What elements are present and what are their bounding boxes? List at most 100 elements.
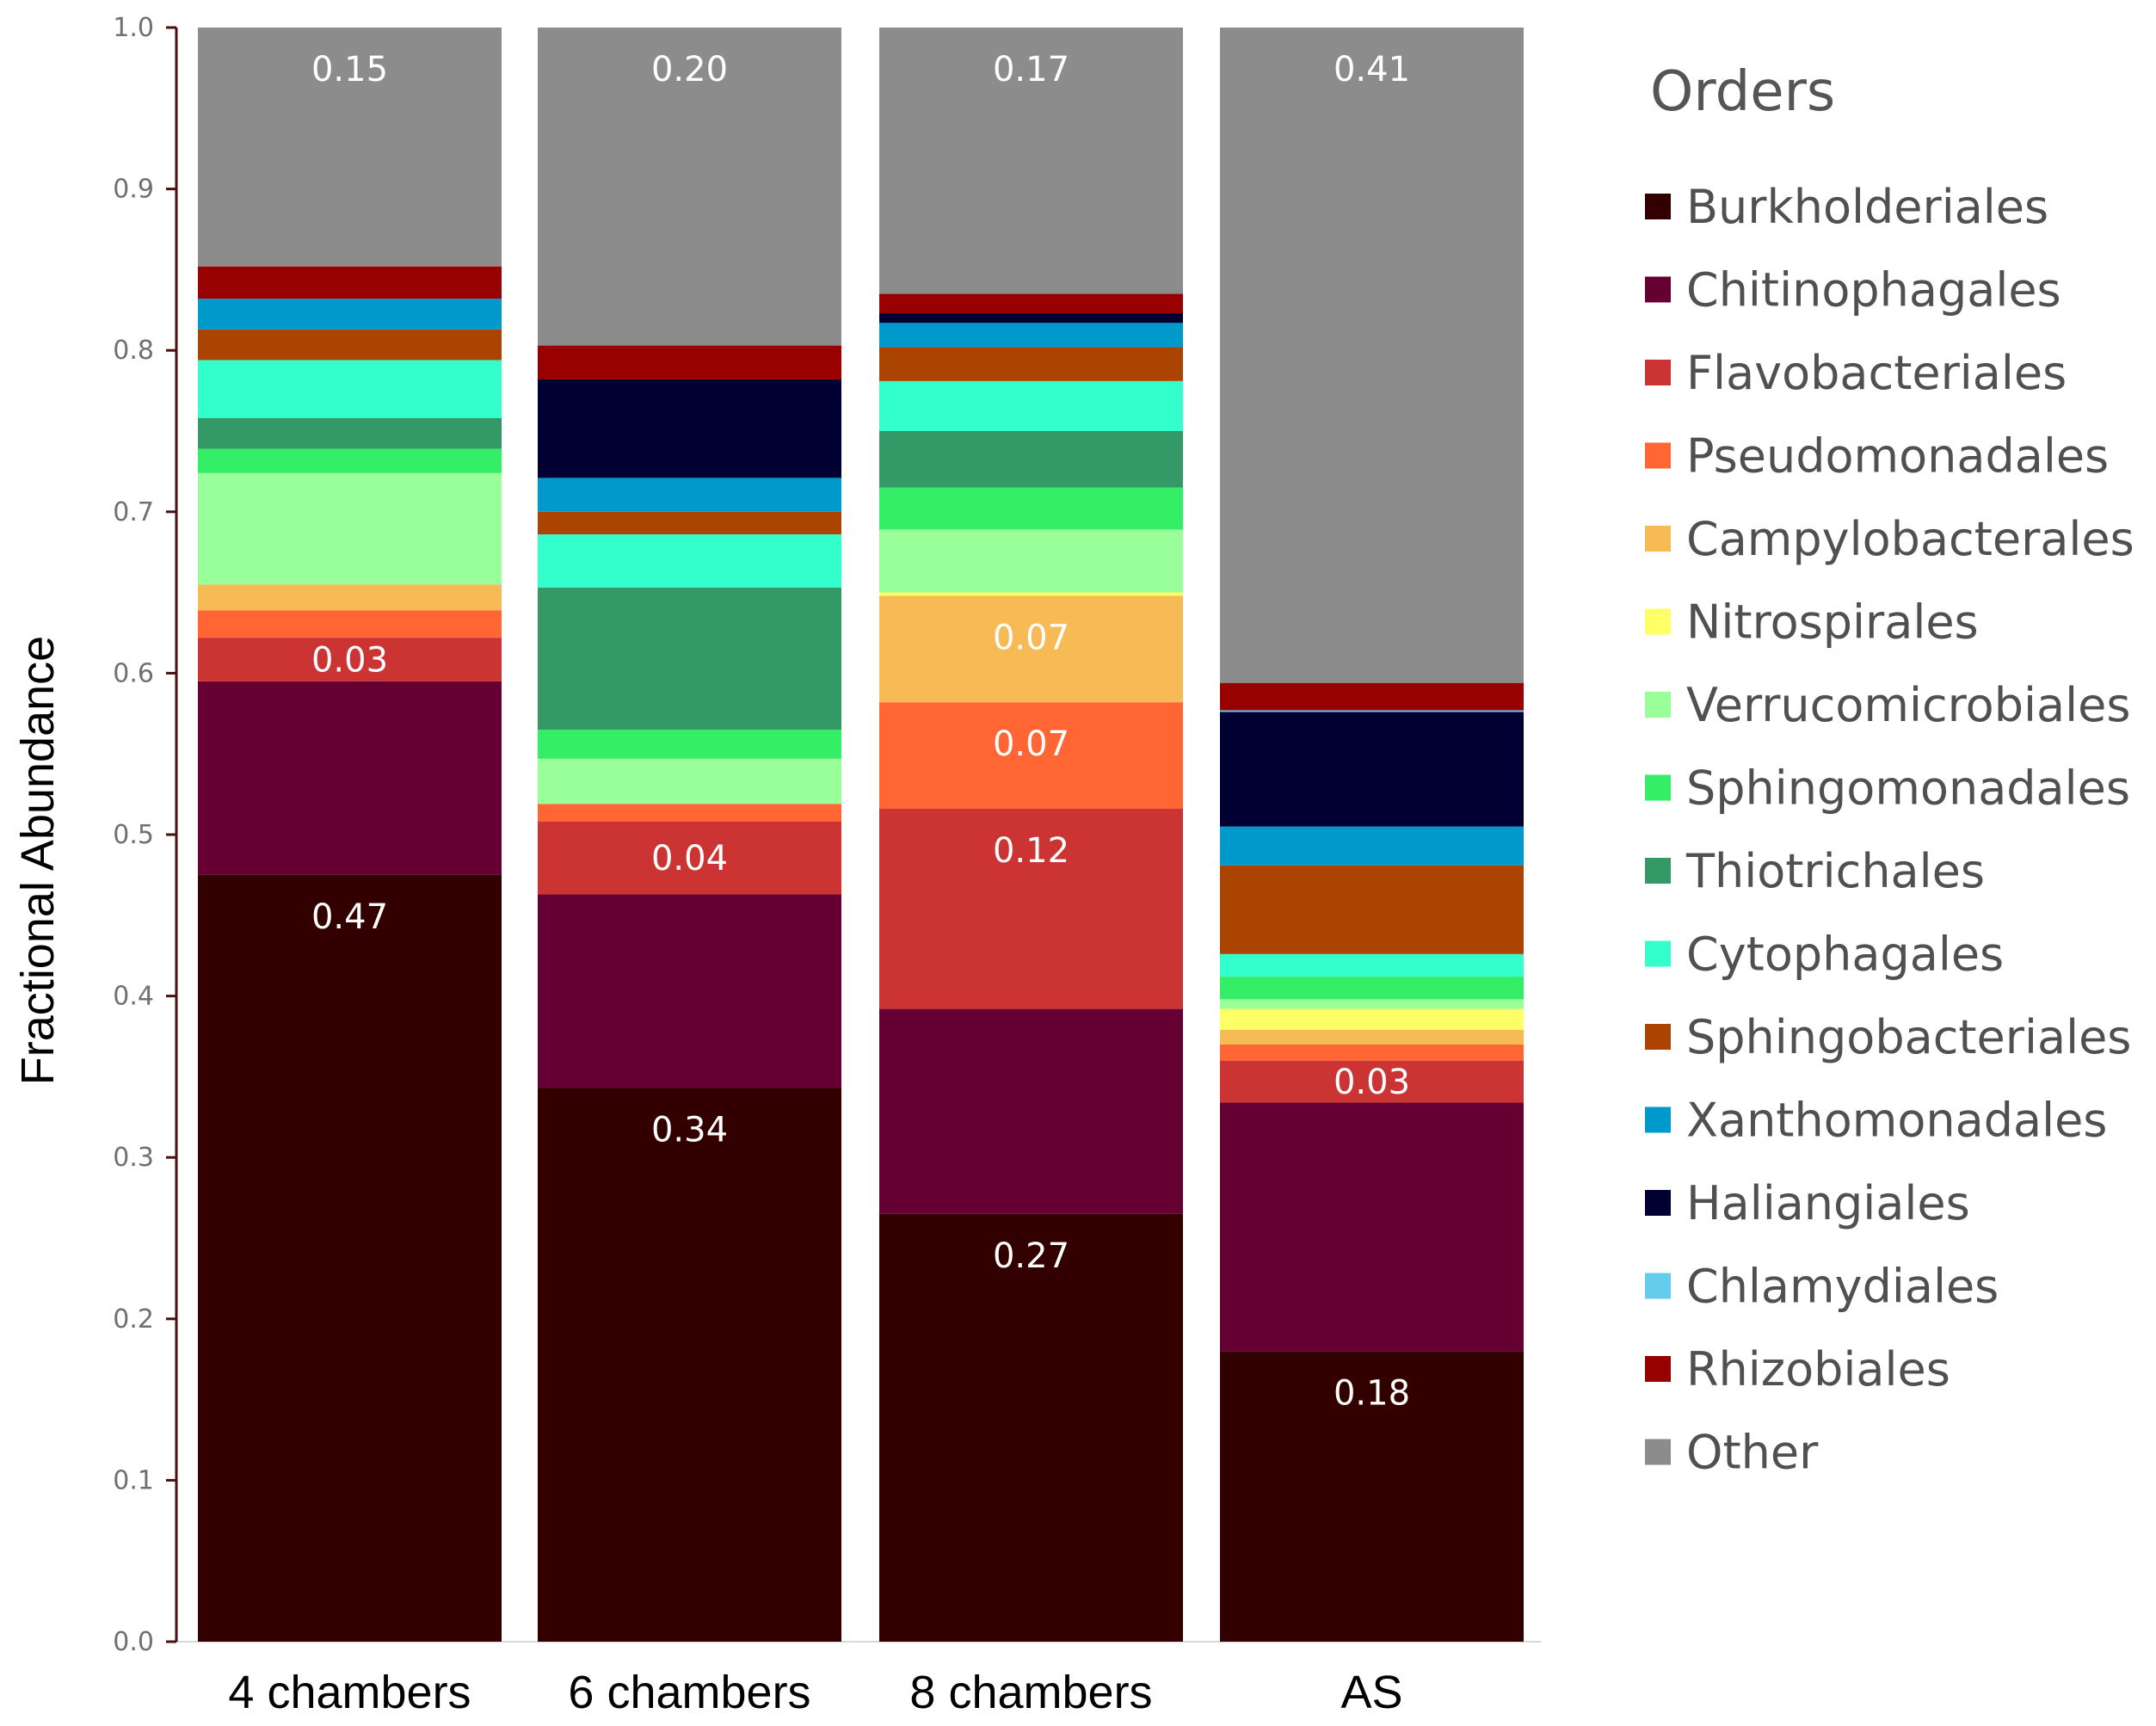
data-label: 0.03 [311, 640, 388, 680]
bar-segment [538, 587, 841, 730]
legend: Orders Burkholderiales Chitinophagales Fla… [1645, 60, 2134, 1480]
data-label: 0.15 [311, 50, 388, 89]
legend-swatch [1645, 858, 1671, 884]
legend-swatch [1645, 940, 1671, 967]
data-label: 0.07 [993, 724, 1069, 764]
data-label: 0.27 [993, 1236, 1069, 1276]
bar-segment [1220, 1044, 1524, 1061]
legend-item-label: Xanthomonadales [1686, 1094, 2107, 1148]
bar-segment [1220, 865, 1524, 954]
bar-segment [198, 266, 502, 299]
bar-segment [538, 1088, 841, 1642]
bar-segment [1220, 682, 1524, 711]
bar-segment [879, 529, 1183, 593]
bar-segment [198, 681, 502, 875]
bar-segment [198, 329, 502, 361]
legend-swatch [1645, 442, 1671, 469]
y-tick-label: 0.7 [113, 497, 154, 527]
bar-segment [879, 592, 1183, 596]
legend-item-label: Campylobacterales [1686, 512, 2134, 566]
bar-segment [1220, 1008, 1524, 1030]
legend-swatch [1645, 194, 1671, 219]
legend-swatch [1645, 1190, 1671, 1216]
bar-segment [198, 472, 502, 585]
bar-segment [198, 610, 502, 638]
legend-item-label: Sphingomonadales [1686, 761, 2130, 816]
y-tick-label: 0.1 [113, 1465, 154, 1495]
bar-segment [538, 511, 841, 535]
legend-item-label: Haliangiales [1686, 1176, 1970, 1230]
legend-item-label: Sphingobacteriales [1686, 1010, 2131, 1064]
bar-segment [879, 702, 1183, 809]
data-label: 0.04 [651, 839, 728, 878]
legend-swatch [1645, 1024, 1671, 1050]
y-tick-label: 0.0 [113, 1627, 154, 1657]
data-label: 0.34 [651, 1111, 728, 1150]
legend-swatch [1645, 526, 1671, 552]
bar-segment [1220, 977, 1524, 1000]
bar-segment [538, 821, 841, 895]
legend-swatch [1645, 1356, 1671, 1382]
legend-swatch [1645, 1106, 1671, 1133]
legend-item-label: Other [1686, 1426, 1819, 1480]
bar-segment [879, 347, 1183, 381]
bar-segment [198, 584, 502, 611]
legend-swatch [1645, 1439, 1671, 1465]
bar-segment [538, 894, 841, 1088]
bar-segment [198, 417, 502, 449]
bar-segment [879, 1213, 1183, 1642]
x-tick-label: 6 chambers [568, 1667, 810, 1718]
bar-segment [879, 431, 1183, 488]
bar-segment [1220, 1060, 1524, 1103]
bar-segment [198, 874, 502, 1642]
legend-item-label: Chlamydiales [1686, 1260, 1999, 1314]
bar-segment [538, 534, 841, 588]
data-label: 0.47 [311, 897, 388, 937]
bar-segment [1220, 953, 1524, 977]
legend-swatch [1645, 360, 1671, 385]
bar-segment [538, 804, 841, 822]
bar-segment [1220, 999, 1524, 1009]
legend-swatch [1645, 608, 1671, 635]
bar-segment [538, 758, 841, 804]
legend-swatch [1645, 1273, 1671, 1299]
bar-segment [879, 28, 1183, 294]
plot-area: 0.0 0.1 0.2 0.3 0.4 0.5 0.6 0.7 0.8 0.9 1.0 0.47 0.0… [113, 13, 1542, 1718]
legend-item-label: Thiotrichales [1685, 844, 1985, 898]
legend-swatch [1645, 692, 1671, 718]
bar-segment [198, 448, 502, 473]
bar-segment [1220, 28, 1524, 683]
bar-segment [879, 380, 1183, 431]
bar-segment [879, 808, 1183, 1009]
bar-segment [879, 595, 1183, 703]
legend-item-label: Rhizobiales [1686, 1342, 1950, 1396]
legend-swatch [1645, 276, 1671, 303]
y-axis-label: Fractional Abundance [12, 636, 64, 1085]
legend-item-label: Chitinophagales [1686, 263, 2061, 317]
legend-item-label: Nitrospirales [1686, 595, 1979, 650]
bar-segment [1220, 1351, 1524, 1642]
legend-swatch [1645, 774, 1671, 801]
legend-item-label: Pseudomonadales [1686, 429, 2109, 484]
data-label: 0.18 [1334, 1373, 1410, 1413]
y-tick-label: 0.5 [113, 820, 154, 850]
legend-item-label: Flavobacteriales [1686, 346, 2067, 400]
bar-segment [538, 379, 841, 478]
data-label: 0.03 [1334, 1063, 1410, 1102]
y-tick-label: 0.9 [113, 175, 154, 205]
data-label: 0.17 [993, 50, 1069, 89]
y-tick-label: 0.8 [113, 336, 154, 366]
bar-segment [1220, 712, 1524, 827]
x-tick-label: 8 chambers [909, 1667, 1152, 1718]
bar-segment [198, 638, 502, 681]
data-label: 0.07 [993, 618, 1069, 657]
legend-title: Orders [1650, 60, 1835, 124]
bar-segment [879, 487, 1183, 530]
data-label: 0.12 [993, 831, 1069, 871]
bar-segment [538, 28, 841, 346]
legend-item-label: Burkholderiales [1686, 180, 2048, 234]
bar-segment [538, 730, 841, 759]
bar-segment [538, 478, 841, 512]
x-tick-label: AS [1340, 1667, 1402, 1718]
legend-item-label: Verrucomicrobiales [1686, 678, 2130, 732]
